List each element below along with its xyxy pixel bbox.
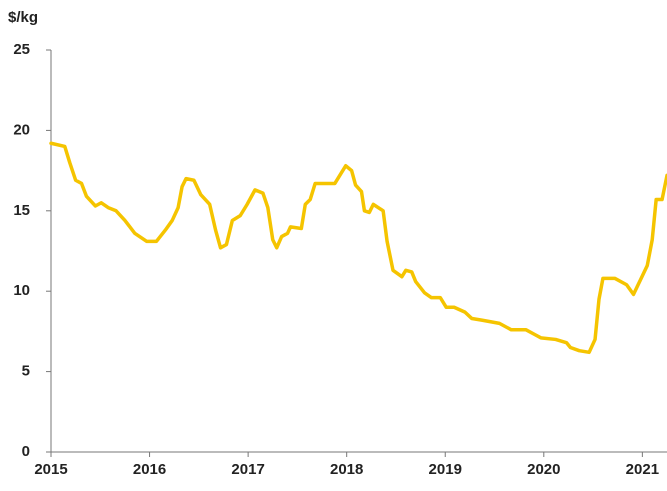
y-axis-label: $/kg <box>8 9 38 26</box>
x-tick-label: 2020 <box>527 461 560 478</box>
x-tick-label: 2017 <box>231 461 264 478</box>
y-tick-label: 0 <box>22 443 30 460</box>
y-tick-label: 15 <box>13 202 30 219</box>
x-tick-label: 2016 <box>133 461 166 478</box>
y-tick-label: 5 <box>22 363 30 380</box>
x-tick-label: 2015 <box>34 461 67 478</box>
y-tick-label: 25 <box>13 41 30 58</box>
x-tick-label: 2021 <box>626 461 659 478</box>
y-tick-label: 10 <box>13 282 30 299</box>
y-tick-label: 20 <box>13 121 30 138</box>
line <box>49 141 667 355</box>
x-tick-label: 2018 <box>330 461 363 478</box>
x-tick-label: 2019 <box>429 461 462 478</box>
